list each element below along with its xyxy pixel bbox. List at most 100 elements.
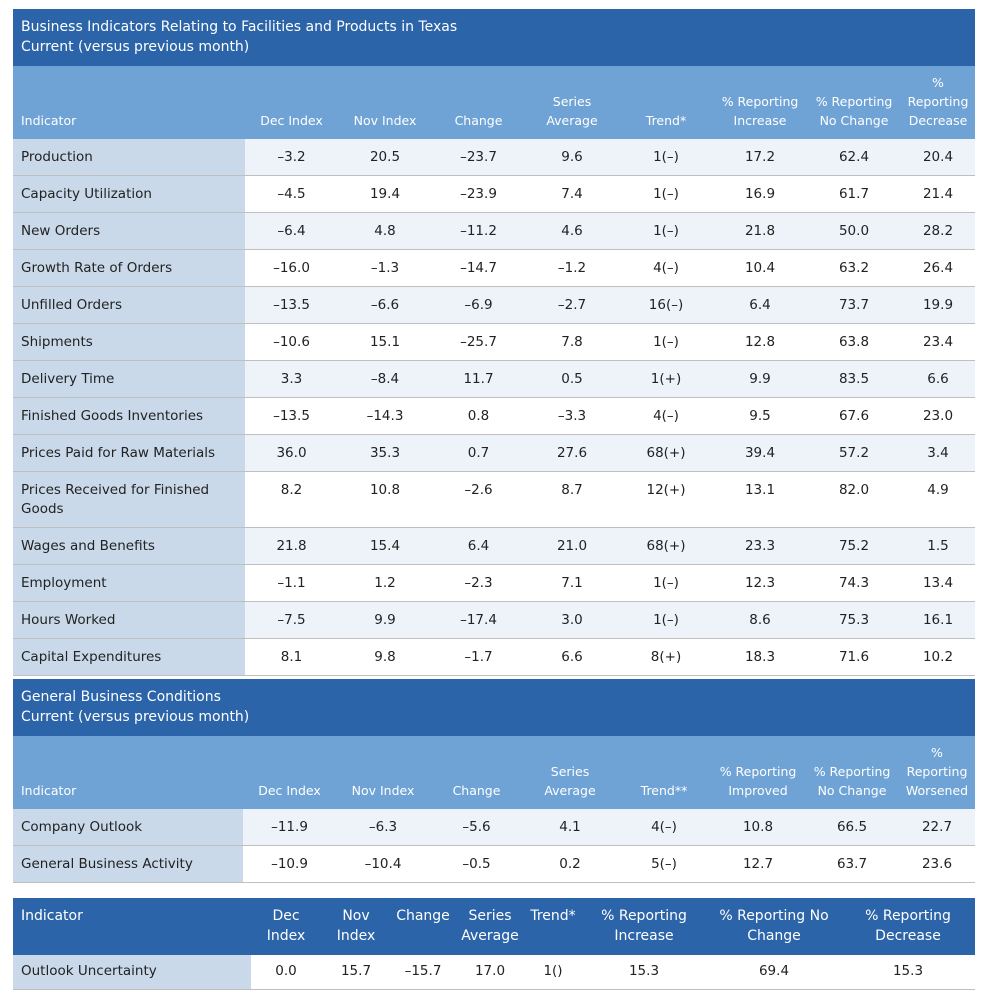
cell-dec_pct: 28.2 <box>901 212 975 250</box>
cell-dec_pct: 26.4 <box>901 249 975 287</box>
cell-noch: 66.5 <box>805 809 899 846</box>
cell-noch: 63.7 <box>805 845 899 883</box>
table-row: Shipments –10.6 15.1 –25.7 7.8 1(–) 12.8 63.8 23… <box>13 323 975 361</box>
row-indicator-name: Prices Received for Finished Goods <box>13 471 245 528</box>
cell-dec_pct: 4.9 <box>901 471 975 528</box>
cell-avg: 6.6 <box>525 638 619 676</box>
cell-trend: 4(–) <box>619 397 713 435</box>
col-pct-increase: % Reporting Increase <box>581 898 707 955</box>
cell-noch: 67.6 <box>807 397 901 435</box>
cell-dec_pct: 6.6 <box>901 360 975 398</box>
cell-dec: 0.0 <box>251 955 321 990</box>
table2-title: General Business Conditions <box>21 689 221 705</box>
cell-trend: 1(–) <box>619 175 713 213</box>
cell-dec: –6.4 <box>245 212 338 250</box>
cell-avg: 17.0 <box>455 955 525 990</box>
table3-grid: Indicator Dec Index Nov Index Change Serie… <box>13 898 975 990</box>
cell-dec: –13.5 <box>245 286 338 324</box>
cell-trend: 8(+) <box>619 638 713 676</box>
table-row: Finished Goods Inventories –13.5 –14.3 0.8–… <box>13 397 975 435</box>
table-row: Production –3.2 20.5 –23.7 9.6 1(–) 17.2 62.4 20… <box>13 139 975 176</box>
cell-avg: –1.2 <box>525 249 619 287</box>
cell-dec_pct: 13.4 <box>901 564 975 602</box>
col-pct-no-change: % Reporting No Change <box>707 898 841 955</box>
cell-inc: 18.3 <box>713 638 807 676</box>
col-nov-index: Nov Index <box>338 66 432 139</box>
row-indicator-name: Unfilled Orders <box>13 286 245 324</box>
cell-wor: 23.6 <box>899 845 975 883</box>
table1-title-bar: Business Indicators Relating to Faciliti… <box>13 9 975 66</box>
col-pct-increase: % Reporting Increase <box>713 66 807 139</box>
cell-nov: 15.7 <box>321 955 391 990</box>
col-nov-index: Nov Index <box>336 736 430 809</box>
cell-inc: 9.5 <box>713 397 807 435</box>
cell-nov: 20.5 <box>338 139 432 176</box>
cell-noch: 75.3 <box>807 601 901 639</box>
cell-trend: 12(+) <box>619 471 713 528</box>
cell-inc: 13.1 <box>713 471 807 528</box>
cell-dec: –10.6 <box>245 323 338 361</box>
table-row: Delivery Time 3.3 –8.4 11.7 0.5 1(+) 9.9 83.5 6.… <box>13 360 975 398</box>
cell-dec_pct: 19.9 <box>901 286 975 324</box>
cell-inc: 39.4 <box>713 434 807 472</box>
col-pct-no-change: % Reporting No Change <box>805 736 899 809</box>
cell-dec_pct: 1.5 <box>901 527 975 565</box>
cell-dec_pct: 20.4 <box>901 139 975 176</box>
cell-change: –2.3 <box>432 564 525 602</box>
cell-trend: 1(–) <box>619 212 713 250</box>
cell-inc: 16.9 <box>713 175 807 213</box>
cell-noch: 63.2 <box>807 249 901 287</box>
cell-trend: 1(–) <box>619 564 713 602</box>
cell-nov: 10.8 <box>338 471 432 528</box>
cell-nov: –8.4 <box>338 360 432 398</box>
cell-trend: 1(+) <box>619 360 713 398</box>
row-indicator-name: Prices Paid for Raw Materials <box>13 434 245 472</box>
cell-avg: 4.6 <box>525 212 619 250</box>
cell-nov: 15.1 <box>338 323 432 361</box>
cell-nov: 9.9 <box>338 601 432 639</box>
row-indicator-name: Shipments <box>13 323 245 361</box>
cell-change: –14.7 <box>432 249 525 287</box>
cell-nov: –10.4 <box>336 845 430 883</box>
cell-noch: 74.3 <box>807 564 901 602</box>
cell-avg: –2.7 <box>525 286 619 324</box>
cell-dec: 21.8 <box>245 527 338 565</box>
cell-noch: 57.2 <box>807 434 901 472</box>
cell-dec: –10.9 <box>243 845 336 883</box>
cell-change: 6.4 <box>432 527 525 565</box>
cell-inc: 9.9 <box>713 360 807 398</box>
cell-change: –1.7 <box>432 638 525 676</box>
row-indicator-name: Company Outlook <box>13 809 243 846</box>
table-row: Capacity Utilization –4.5 19.4 –23.9 7.4 1(–)… <box>13 175 975 213</box>
cell-trend: 68(+) <box>619 434 713 472</box>
col-dec-index: Dec Index <box>245 66 338 139</box>
cell-change: –15.7 <box>391 955 455 990</box>
cell-noch: 71.6 <box>807 638 901 676</box>
cell-avg: –3.3 <box>525 397 619 435</box>
cell-nov: 1.2 <box>338 564 432 602</box>
col-trend: Trend* <box>619 66 713 139</box>
table-row: Prices Paid for Raw Materials 36.0 35.3 0.7… <box>13 434 975 472</box>
cell-change: –0.5 <box>430 845 523 883</box>
cell-dec: –4.5 <box>245 175 338 213</box>
cell-dec: 36.0 <box>245 434 338 472</box>
row-indicator-name: Wages and Benefits <box>13 527 245 565</box>
cell-change: –2.6 <box>432 471 525 528</box>
cell-dec: –7.5 <box>245 601 338 639</box>
cell-trend: 1() <box>525 955 581 990</box>
col-nov-index: Nov Index <box>321 898 391 955</box>
table2-grid: Indicator Dec Index Nov Index Change Ser… <box>13 736 975 883</box>
col-series-average: Series Average <box>525 66 619 139</box>
table-row: Unfilled Orders –13.5 –6.6 –6.9 –2.7 16(–) 6.4… <box>13 286 975 324</box>
cell-inc: 6.4 <box>713 286 807 324</box>
table-row: Outlook Uncertainty 0.0 15.7 –15.7 17.0 1() 15… <box>13 955 975 990</box>
cell-dec: –1.1 <box>245 564 338 602</box>
cell-dec: 8.2 <box>245 471 338 528</box>
cell-dec_pct: 21.4 <box>901 175 975 213</box>
table3-header-row: Indicator Dec Index Nov Index Change Serie… <box>13 898 975 955</box>
cell-inc: 10.4 <box>713 249 807 287</box>
cell-noch: 75.2 <box>807 527 901 565</box>
col-pct-decrease: % Reporting Decrease <box>901 66 975 139</box>
row-indicator-name: General Business Activity <box>13 845 243 883</box>
col-change: Change <box>432 66 525 139</box>
